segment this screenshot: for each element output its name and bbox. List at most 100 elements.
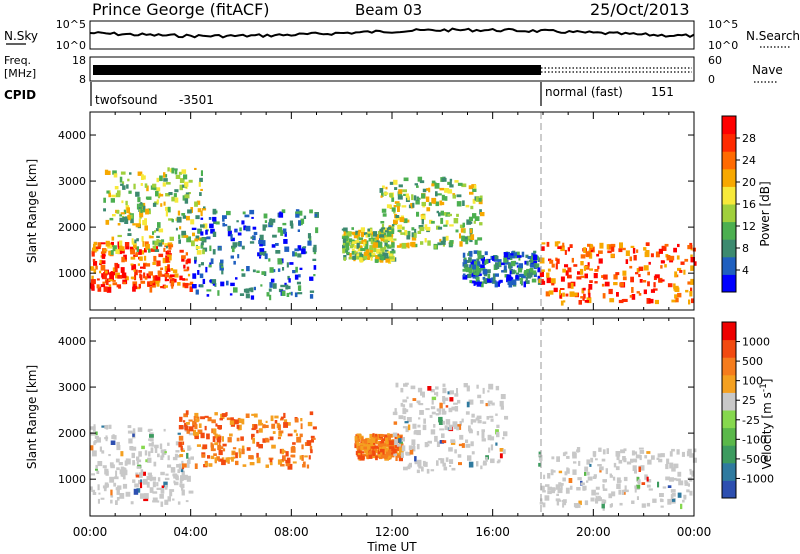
data-cell — [100, 497, 105, 500]
data-cell — [187, 462, 190, 468]
data-cell — [531, 278, 537, 283]
data-cell — [360, 445, 366, 451]
data-cell — [480, 264, 485, 268]
data-cell — [287, 275, 290, 280]
data-cell — [360, 248, 366, 251]
data-cell — [428, 187, 431, 193]
data-cell — [283, 455, 286, 461]
colorbar-tick-label: 500 — [742, 355, 763, 368]
data-cell — [126, 207, 130, 214]
data-cell — [357, 446, 362, 450]
data-cell — [248, 455, 254, 460]
data-cell — [163, 178, 168, 182]
data-cell — [469, 239, 473, 243]
data-cell — [216, 434, 221, 438]
data-cell — [232, 447, 237, 450]
data-cell — [353, 235, 359, 239]
data-cell — [256, 270, 260, 273]
data-cell — [103, 486, 107, 492]
data-cell — [152, 202, 157, 207]
nsearch-tick-bottom: 10^0 — [708, 39, 738, 52]
data-cell — [420, 215, 426, 220]
data-cell — [188, 179, 193, 183]
data-cell — [602, 449, 606, 455]
data-cell — [149, 477, 152, 482]
data-cell — [151, 441, 154, 447]
data-cell — [455, 229, 459, 233]
data-cell — [619, 502, 623, 506]
data-cell — [615, 466, 620, 471]
data-cell — [373, 242, 378, 248]
data-cell — [195, 246, 200, 250]
data-cell — [270, 415, 274, 422]
data-cell — [112, 282, 118, 286]
data-cell — [611, 491, 616, 497]
data-cell — [508, 255, 513, 259]
data-cell — [549, 259, 554, 264]
data-cell — [684, 480, 688, 484]
data-cell — [146, 475, 151, 481]
data-cell — [182, 278, 185, 281]
data-cell — [131, 452, 135, 459]
data-cell — [101, 253, 106, 259]
data-cell — [532, 263, 537, 268]
data-cell — [593, 273, 598, 279]
data-cell — [559, 288, 565, 290]
data-cell — [127, 430, 133, 434]
data-cell — [375, 456, 378, 461]
data-cell — [428, 202, 432, 206]
data-cell — [369, 245, 373, 250]
data-cell — [482, 277, 485, 280]
data-cell — [364, 252, 368, 256]
data-cell — [488, 383, 494, 390]
data-cell — [538, 454, 543, 461]
data-cell — [671, 299, 677, 303]
data-cell — [119, 176, 123, 183]
data-cell — [380, 454, 386, 459]
data-cell — [170, 268, 174, 271]
data-cell — [167, 206, 171, 213]
data-cell — [206, 236, 211, 240]
data-cell — [416, 469, 420, 474]
data-cell — [461, 183, 467, 188]
data-cell — [393, 453, 397, 456]
data-cell — [115, 458, 120, 463]
data-cell — [480, 257, 485, 261]
data-cell — [433, 424, 436, 428]
data-cell — [152, 481, 156, 488]
data-cell — [532, 254, 538, 261]
data-cell — [95, 246, 101, 250]
data-cell — [98, 492, 101, 495]
data-cell — [537, 267, 541, 273]
data-cell — [140, 250, 145, 255]
data-cell — [208, 463, 213, 467]
data-cell — [389, 256, 394, 260]
data-cell — [205, 229, 208, 235]
data-cell — [437, 242, 442, 246]
data-cell — [152, 284, 156, 288]
data-cell — [475, 277, 480, 282]
data-cell — [172, 269, 178, 274]
data-cell — [569, 485, 573, 490]
data-cell — [165, 244, 170, 247]
data-cell — [383, 192, 389, 195]
data-cell — [214, 283, 217, 287]
data-cell — [163, 201, 166, 206]
data-cell — [355, 240, 359, 244]
data-cell — [188, 419, 193, 422]
data-cell — [122, 483, 128, 489]
data-cell — [137, 197, 141, 203]
x-tick-label: 12:00 — [375, 525, 410, 539]
data-cell — [343, 227, 348, 232]
data-cell — [127, 178, 130, 182]
data-cell — [629, 295, 633, 298]
data-cell — [576, 449, 579, 453]
velocity-x-ticks — [89, 318, 695, 516]
data-cell — [405, 193, 409, 198]
data-cell — [630, 276, 634, 283]
data-cell — [438, 458, 443, 461]
data-cell — [677, 243, 680, 248]
data-cell — [370, 256, 373, 261]
data-cell — [377, 254, 383, 257]
data-cell — [511, 254, 515, 259]
